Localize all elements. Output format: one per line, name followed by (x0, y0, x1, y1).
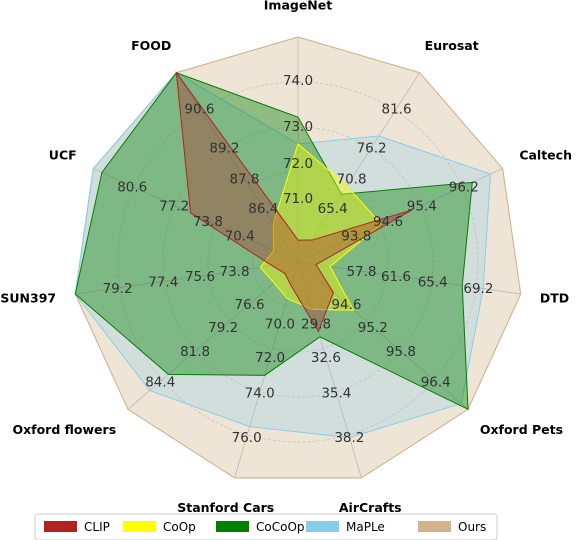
tick-label: 96.2 (449, 179, 479, 195)
legend: CLIP CoOp CoCoOp MaPLe Ours (34, 513, 498, 540)
axis-labels: ImageNet Eurosat Caltech DTD Oxford Pets AirC… (0, 0, 572, 515)
tick-label: 70.0 (265, 317, 295, 333)
tick-label: 76.2 (357, 140, 387, 156)
tick-label: 29.8 (301, 317, 331, 333)
legend-label-maple: MaPLe (346, 520, 385, 534)
axis-label-imagenet: ImageNet (264, 0, 332, 13)
tick-label: 70.8 (336, 172, 366, 188)
tick-label: 57.8 (346, 264, 376, 280)
legend-label-ours: Ours (458, 520, 486, 534)
legend-swatch-coop (123, 521, 156, 532)
tick-label: 76.6 (235, 297, 265, 313)
tick-label: 87.8 (229, 172, 259, 188)
tick-label: 75.6 (185, 269, 215, 285)
axis-label-eurosat: Eurosat (425, 38, 479, 53)
tick-label: 80.6 (117, 179, 147, 195)
tick-label: 74.0 (283, 73, 313, 89)
series-polygons (74, 36, 522, 479)
tick-label: 76.0 (232, 430, 262, 446)
legend-swatch-ours (418, 521, 451, 532)
tick-label: 94.6 (373, 214, 403, 230)
tick-label: 95.8 (386, 344, 416, 360)
tick-label: 79.2 (208, 320, 238, 336)
tick-label: 71.0 (283, 191, 313, 207)
spoke-oxford-pets (297, 261, 469, 410)
spoke-ucf (93, 168, 299, 263)
tick-label: 94.6 (331, 297, 361, 313)
tick-label: 77.2 (159, 198, 189, 214)
tick-label: 81.6 (382, 102, 412, 118)
tick-label: 69.2 (463, 281, 493, 297)
tick-label: 89.2 (209, 140, 239, 156)
spoke-aircrafts (297, 261, 362, 478)
tick-label: 73.8 (219, 264, 249, 280)
spoke-caltech (297, 168, 503, 263)
spoke-eurosat (297, 72, 420, 263)
tick-label: 72.0 (283, 156, 313, 172)
tick-label: 32.6 (311, 350, 341, 366)
tick-label: 61.6 (381, 269, 411, 285)
spoke-oxford-flowers (127, 261, 299, 410)
tick-label: 95.4 (407, 198, 437, 214)
axis-label-ucf: UCF (49, 147, 77, 162)
tick-labels: 71.072.073.074.065.470.876.281.693.894.6… (103, 73, 494, 446)
tick-label: 65.4 (418, 274, 448, 290)
series-clip-polygon (175, 70, 412, 333)
tick-label: 35.4 (321, 386, 351, 402)
legend-label-coop: CoOp (163, 520, 196, 534)
tick-label: 65.4 (318, 201, 348, 217)
tick-label: 95.2 (358, 320, 388, 336)
tick-label: 81.8 (180, 344, 210, 360)
tick-label: 93.8 (341, 228, 371, 244)
tick-label: 73.0 (283, 119, 313, 135)
tick-label: 86.4 (248, 201, 278, 217)
tick-label: 77.4 (148, 274, 178, 290)
axis-label-dtd: DTD (540, 291, 569, 306)
tick-label: 72.0 (255, 350, 285, 366)
axis-label-food: FOOD (131, 38, 171, 53)
series-maple-polygon (74, 72, 492, 439)
spoke-food (176, 72, 299, 263)
axis-label-aircrafts: AirCrafts (339, 500, 402, 515)
axis-label-caltech: Caltech (519, 147, 572, 162)
axis-label-oxford-flowers: Oxford flowers (12, 422, 116, 437)
axis-label-oxford-pets: Oxford Pets (480, 422, 563, 437)
axis-label-sun397: SUN397 (0, 291, 56, 306)
tick-label: 74.0 (245, 386, 275, 402)
tick-label: 90.6 (184, 102, 214, 118)
legend-swatch-maple (306, 521, 339, 532)
legend-label-cocoop: CoCoOp (256, 520, 305, 534)
tick-label: 96.4 (421, 374, 451, 390)
tick-label: 73.8 (193, 214, 223, 230)
legend-label-clip: CLIP (84, 520, 110, 534)
legend-frame (34, 513, 498, 540)
tick-label: 70.4 (225, 228, 255, 244)
tick-label: 38.2 (334, 430, 364, 446)
series-coop-polygon (259, 142, 382, 311)
legend-swatch-cocoop (216, 521, 249, 532)
axis-label-stanford-cars: Stanford Cars (177, 500, 274, 515)
tick-label: 79.2 (103, 281, 133, 297)
legend-swatch-clip (44, 521, 77, 532)
tick-label: 84.4 (145, 374, 175, 390)
